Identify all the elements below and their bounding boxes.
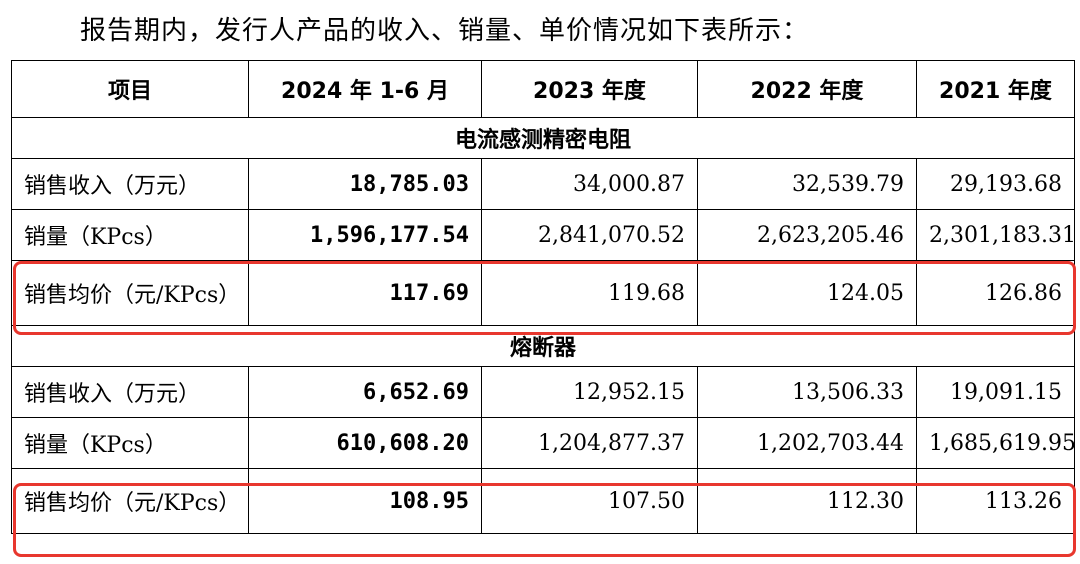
header-item: 项目: [11, 60, 249, 118]
cell-value: 29,193.68: [916, 158, 1075, 210]
cell-value: 1,685,619.95: [916, 417, 1076, 469]
cell-value: 34,000.87: [481, 158, 698, 210]
section-title: 电流感测精密电阻: [11, 117, 1075, 159]
cell-value: 113.26: [916, 468, 1075, 534]
cell-value: 108.95: [248, 468, 482, 534]
cell-value: 13,506.33: [697, 366, 917, 418]
cell-value: 126.86: [916, 260, 1075, 326]
table-row: 销量（KPcs） 610,608.20 1,204,877.37 1,202,7…: [11, 417, 1076, 469]
section-row-resistor: 电流感测精密电阻: [11, 117, 1075, 159]
row-label: 销量（KPcs）: [11, 209, 249, 261]
header-2023: 2023 年度: [481, 60, 698, 118]
cell-value: 610,608.20: [248, 417, 482, 469]
header-2021: 2021 年度: [916, 60, 1075, 118]
table-row: 销量（KPcs） 1,596,177.54 2,841,070.52 2,623…: [11, 209, 1076, 261]
cell-value: 112.30: [697, 468, 917, 534]
row-label: 销售收入（万元）: [11, 366, 249, 418]
cell-value: 1,204,877.37: [481, 417, 698, 469]
table-row: 销售均价（元/KPcs） 117.69 119.68 124.05 126.86: [11, 260, 1075, 326]
cell-value: 1,596,177.54: [248, 209, 482, 261]
cell-value: 2,623,205.46: [697, 209, 917, 261]
cell-value: 117.69: [248, 260, 482, 326]
row-label: 销量（KPcs）: [11, 417, 249, 469]
row-label: 销售收入（万元）: [11, 158, 249, 210]
row-label: 销售均价（元/KPcs）: [11, 260, 249, 326]
header-2024h1: 2024 年 1-6 月: [248, 60, 482, 118]
table-row: 销售收入（万元） 18,785.03 34,000.87 32,539.79 2…: [11, 158, 1075, 210]
cell-value: 19,091.15: [916, 366, 1075, 418]
cell-value: 107.50: [481, 468, 698, 534]
cell-value: 124.05: [697, 260, 917, 326]
cell-value: 6,652.69: [248, 366, 482, 418]
cell-value: 119.68: [481, 260, 698, 326]
product-data-table: 项目 2024 年 1-6 月 2023 年度 2022 年度 2021 年度 …: [11, 60, 1076, 534]
cell-value: 2,841,070.52: [481, 209, 698, 261]
cell-value: 12,952.15: [481, 366, 698, 418]
section-title: 熔断器: [11, 325, 1075, 367]
table-row: 销售收入（万元） 6,652.69 12,952.15 13,506.33 19…: [11, 366, 1075, 418]
intro-text: 报告期内，发行人产品的收入、销量、单价情况如下表所示：: [80, 16, 810, 46]
table-row: 销售均价（元/KPcs） 108.95 107.50 112.30 113.26: [11, 468, 1075, 534]
cell-value: 1,202,703.44: [697, 417, 917, 469]
row-label: 销售均价（元/KPcs）: [11, 468, 249, 534]
header-2022: 2022 年度: [697, 60, 917, 118]
section-row-fuse: 熔断器: [11, 325, 1075, 367]
cell-value: 2,301,183.31: [916, 209, 1076, 261]
cell-value: 18,785.03: [248, 158, 482, 210]
cell-value: 32,539.79: [697, 158, 917, 210]
header-row: 项目 2024 年 1-6 月 2023 年度 2022 年度 2021 年度: [11, 60, 1075, 118]
